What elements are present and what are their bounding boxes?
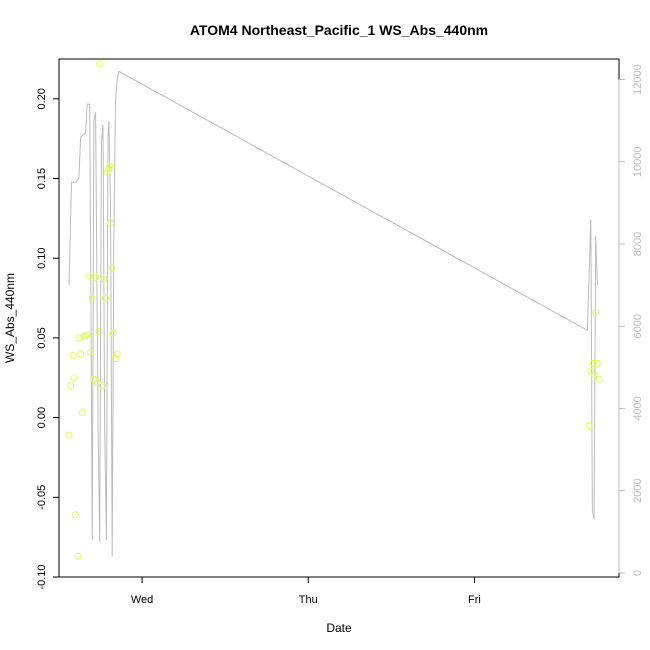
data-point xyxy=(98,382,106,390)
data-point xyxy=(67,382,75,390)
right-tick-label: 2000 xyxy=(632,478,644,502)
right-tick-label: 4000 xyxy=(632,396,644,420)
data-point xyxy=(78,409,86,417)
chart-title: ATOM4 Northeast_Pacific_1 WS_Abs_440nm xyxy=(190,22,488,38)
data-point xyxy=(112,355,119,363)
data-point xyxy=(82,332,90,340)
left-tick-label: 0.10 xyxy=(36,248,48,269)
left-tick-label: 0.05 xyxy=(36,327,48,348)
right-tick-label: 12000 xyxy=(632,64,644,95)
data-point xyxy=(69,352,77,359)
bottom-axis: Wed Thu Fri xyxy=(131,576,481,606)
data-point xyxy=(593,359,601,367)
data-point xyxy=(592,308,600,316)
data-point xyxy=(72,511,80,519)
data-point xyxy=(74,552,82,560)
left-tick-label: 0.20 xyxy=(36,88,48,109)
data-point xyxy=(95,328,103,335)
data-point xyxy=(92,273,100,281)
bottom-tick-label: Thu xyxy=(299,594,318,606)
left-tick-label: -0.10 xyxy=(36,564,48,589)
bottom-tick-label: Fri xyxy=(468,594,481,606)
data-point xyxy=(106,162,114,170)
data-point xyxy=(595,375,603,383)
right-tick-label: 8000 xyxy=(632,232,644,256)
left-axis: -0.10 -0.05 0.00 0.05 0.10 0.15 0.20 xyxy=(36,88,60,590)
data-point xyxy=(65,431,73,439)
data-point xyxy=(590,371,598,379)
data-point xyxy=(105,165,113,173)
data-point xyxy=(96,60,104,68)
right-tick-label: 6000 xyxy=(632,314,644,338)
data-point xyxy=(585,422,593,430)
series-points xyxy=(65,60,603,560)
plot-frame xyxy=(58,58,620,578)
right-axis: 0 2000 4000 6000 8000 10000 12000 xyxy=(618,64,644,576)
data-point xyxy=(107,219,114,227)
left-tick-label: 0.00 xyxy=(36,407,48,428)
data-point xyxy=(88,294,96,302)
data-point xyxy=(108,264,116,272)
x-axis-label: Date xyxy=(326,621,352,635)
data-point xyxy=(85,272,93,280)
right-tick-label: 10000 xyxy=(632,146,644,177)
series-line xyxy=(68,70,598,557)
data-point xyxy=(77,350,85,358)
data-point xyxy=(109,329,117,337)
series-line-path xyxy=(68,70,598,557)
data-point xyxy=(589,359,597,367)
data-point xyxy=(100,275,108,283)
left-tick-label: 0.15 xyxy=(36,168,48,189)
data-point xyxy=(70,374,78,382)
bottom-tick-label: Wed xyxy=(131,594,153,606)
data-point xyxy=(75,334,83,342)
y-axis-label: WS_Abs_440nm xyxy=(3,273,17,363)
data-point xyxy=(87,348,95,356)
data-point xyxy=(93,379,101,387)
right-tick-label: 0 xyxy=(632,570,644,576)
data-point xyxy=(113,350,121,358)
left-tick-label: -0.05 xyxy=(36,485,48,510)
data-point xyxy=(102,294,109,302)
data-point xyxy=(83,331,91,339)
